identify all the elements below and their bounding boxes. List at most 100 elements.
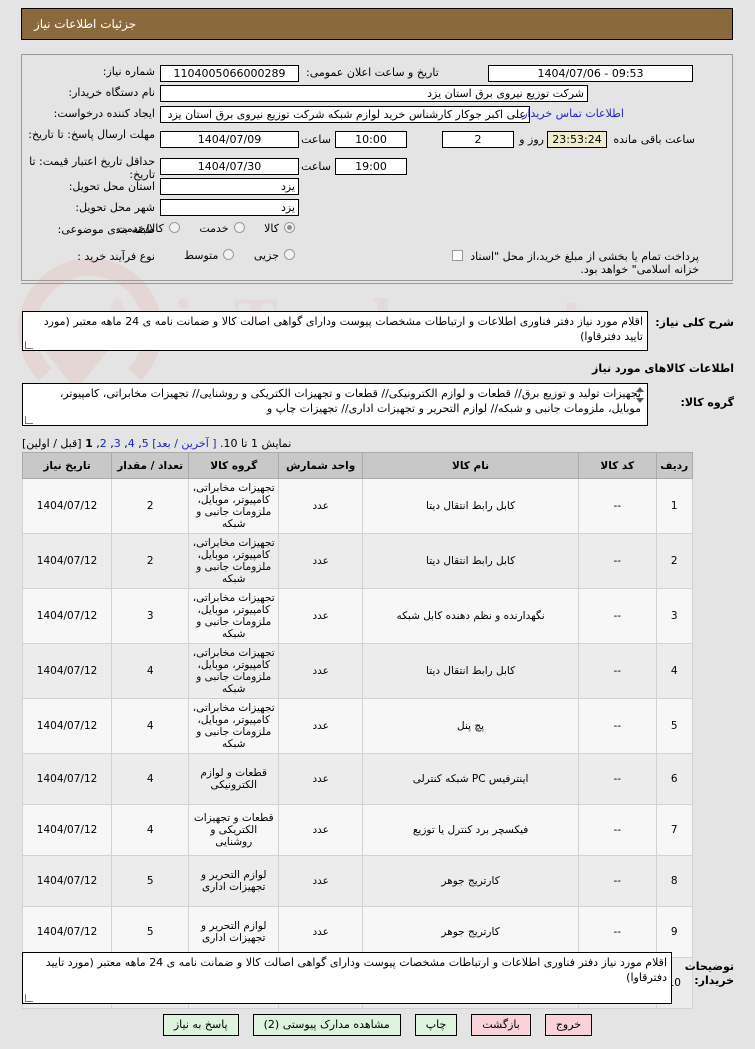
radio-icon[interactable]: [233, 222, 245, 233]
cell-date: 1404/07/12: [21, 478, 113, 534]
announce-datetime-value: 09:53 - 1404/07/06: [488, 65, 693, 82]
delivery-province-value: یزد: [160, 178, 299, 195]
cell-code: --: [578, 698, 657, 754]
summary-text: اقلام مورد نیاز دفتر فناوری اطلاعات و ار…: [43, 315, 643, 343]
cell-code: --: [578, 906, 657, 958]
table-header-row: ردیف کد کالا نام کالا واحد شمارش گروه کا…: [21, 452, 693, 479]
th-date: تاریخ نیاز: [21, 452, 113, 479]
table-row: 7 -- فیکسچر برد کنترل یا توزیع عدد قطعات و ت…: [21, 804, 693, 856]
pagination-page-5[interactable]: 5: [141, 437, 149, 450]
cell-code: --: [578, 753, 657, 805]
summary-textarea[interactable]: اقلام مورد نیاز دفتر فناوری اطلاعات و ار…: [22, 311, 648, 351]
table-row: 1 -- کابل رابط انتقال دیتا عدد تجهیزات مخابر…: [21, 478, 693, 534]
radio-option-kala-khedmat[interactable]: کالا/خدمت: [116, 222, 180, 235]
cell-group: قطعات و تجهیزات الکتریکی و روشنایی: [188, 804, 280, 856]
cell-date: 1404/07/12: [21, 753, 113, 805]
radio-icon[interactable]: [168, 222, 180, 233]
cell-radif: 9: [655, 906, 693, 958]
requester-value: علی اکبر جوکار کارشناس خرید لوازم شبکه ش…: [160, 106, 530, 123]
days-remaining-value: 2: [442, 131, 514, 148]
cell-qty: 5: [111, 906, 190, 958]
cell-qty: 2: [111, 533, 190, 589]
radio-icon[interactable]: [223, 249, 235, 260]
remaining-suffix-label: ساعت باقی مانده: [613, 133, 695, 146]
response-deadline-label: مهلت ارسال پاسخ: تا تاریخ:: [28, 128, 155, 141]
cell-radif: 8: [655, 855, 693, 907]
th-radif: ردیف: [655, 452, 693, 479]
pagination-page-2[interactable]: 2: [99, 437, 107, 450]
cell-code: --: [578, 478, 657, 534]
cell-unit: عدد: [278, 855, 364, 907]
cell-name: کارتریج جوهر: [362, 855, 580, 907]
resize-handle-icon[interactable]: [25, 994, 33, 1002]
purchase-type-options: جزیی متوسط: [168, 249, 295, 262]
summary-label: شرح کلی نیاز:: [655, 316, 734, 329]
cell-unit: عدد: [278, 804, 364, 856]
button-بازگشت[interactable]: بازگشت: [471, 1014, 531, 1036]
table-row: 9 -- کارتریج جوهر عدد لوازم التحریر و تجهیزا…: [21, 906, 693, 958]
th-group: گروه کالا: [188, 452, 280, 479]
cell-radif: 6: [655, 753, 693, 805]
cell-qty: 4: [111, 753, 190, 805]
goods-group-text: تجهیزات تولید و توزیع برق// قطعات و لواز…: [59, 387, 641, 415]
goods-group-textarea[interactable]: تجهیزات تولید و توزیع برق// قطعات و لواز…: [22, 383, 648, 426]
pagination-last-next[interactable]: [ آخرین / بعد]: [152, 437, 217, 450]
response-deadline-date: 1404/07/09: [160, 131, 299, 148]
buyer-org-label: نام دستگاه خریدار:: [68, 86, 155, 99]
cell-unit: عدد: [278, 698, 364, 754]
table-row: 6 -- اینترفیس PC شبکه کنترلی عدد قطعات و لوا…: [21, 753, 693, 805]
radio-option-motevaset[interactable]: متوسط: [184, 249, 235, 262]
cell-qty: 4: [111, 698, 190, 754]
need-number-value: 1104005066000289: [160, 65, 299, 82]
cell-code: --: [578, 804, 657, 856]
cell-group: تجهیزات مخابراتی، کامپیوتر، موبایل، ملزو…: [188, 478, 280, 534]
pagination-page-3[interactable]: 3: [113, 437, 121, 450]
requester-label: ایجاد کننده درخواست:: [53, 107, 155, 120]
treasury-checkbox-label: پرداخت تمام یا بخشی از مبلغ خرید،از محل …: [470, 250, 699, 276]
cell-radif: 3: [655, 588, 693, 644]
radio-option-kala[interactable]: کالا: [261, 222, 295, 235]
cell-unit: عدد: [278, 533, 364, 589]
button-مشاهده-مدارک-پیوستی-2-[interactable]: مشاهده مدارک پیوستی (2): [252, 1014, 401, 1036]
cell-name: اینترفیس PC شبکه کنترلی: [362, 753, 580, 805]
buyer-notes-textarea[interactable]: اقلام مورد نیاز دفتر فناوری اطلاعات و ار…: [22, 952, 672, 1004]
delivery-city-value: یزد: [160, 199, 299, 216]
cell-radif: 4: [655, 643, 693, 699]
button-خروج[interactable]: خروج: [544, 1014, 593, 1036]
button-پاسخ-به-نیاز[interactable]: پاسخ به نیاز: [162, 1014, 239, 1036]
table-row: 5 -- پچ پنل عدد تجهیزات مخابراتی، کامپیوتر، …: [21, 698, 693, 754]
cell-unit: عدد: [278, 643, 364, 699]
need-number-row: شماره نیاز:: [22, 65, 155, 78]
cell-date: 1404/07/12: [21, 698, 113, 754]
price-validity-date: 1404/07/30: [160, 158, 299, 175]
cell-unit: عدد: [278, 753, 364, 805]
cell-group: لوازم التحریر و تجهیزات اداری: [188, 906, 280, 958]
need-number-label: شماره نیاز:: [102, 65, 155, 78]
price-validity-label: حداقل تاریخ اعتبار قیمت: تا تاریخ:: [29, 155, 155, 181]
response-deadline-time: 10:00: [335, 131, 407, 148]
cell-group: لوازم التحریر و تجهیزات اداری: [188, 855, 280, 907]
buyer-contact-link[interactable]: اطلاعات تماس خریدار: [522, 107, 624, 120]
th-qty: تعداد / مقدار: [111, 452, 190, 479]
cell-qty: 2: [111, 478, 190, 534]
resize-handle-icon[interactable]: [25, 416, 33, 424]
days-and-label: روز و: [519, 133, 544, 146]
treasury-checkbox[interactable]: [452, 250, 463, 261]
radio-option-jozei[interactable]: جزیی: [250, 249, 295, 262]
purchase-type-label: نوع فرآیند خرید :: [77, 250, 155, 263]
cell-date: 1404/07/12: [21, 804, 113, 856]
button-چاپ[interactable]: چاپ: [414, 1014, 458, 1036]
cell-group: تجهیزات مخابراتی، کامپیوتر، موبایل، ملزو…: [188, 588, 280, 644]
radio-option-khedmat[interactable]: خدمت: [196, 222, 245, 235]
cell-name: کابل رابط انتقال دیتا: [362, 643, 580, 699]
cell-name: نگهدارنده و نظم دهنده کابل شبکه: [362, 588, 580, 644]
cell-code: --: [578, 588, 657, 644]
table-row: 4 -- کابل رابط انتقال دیتا عدد تجهیزات مخابر…: [21, 643, 693, 699]
spinner-icon[interactable]: [635, 387, 644, 403]
pagination-page-4[interactable]: 4: [127, 437, 135, 450]
radio-icon[interactable]: [284, 222, 295, 233]
buyer-org-value: شرکت توزیع نیروی برق استان یزد: [160, 85, 588, 102]
radio-icon[interactable]: [284, 249, 295, 260]
resize-handle-icon[interactable]: [25, 341, 33, 349]
subject-class-label: طبقه بندی موضوعی:: [57, 223, 155, 236]
